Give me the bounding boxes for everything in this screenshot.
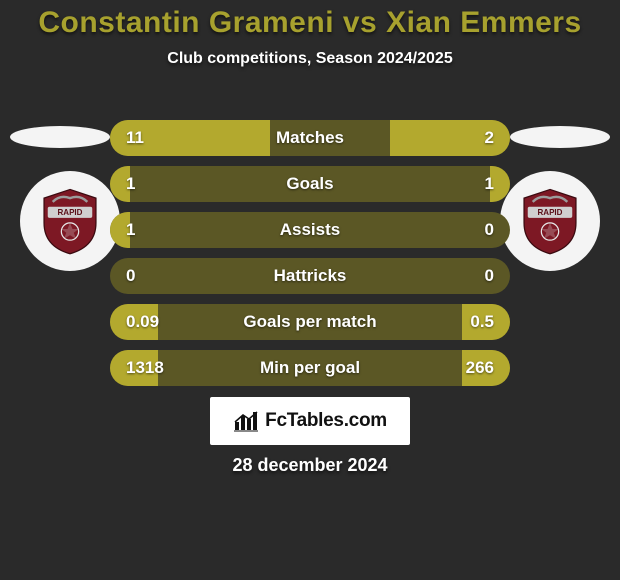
stat-bar-left-value: 1	[126, 174, 135, 194]
footer-date: 28 december 2024	[232, 455, 387, 476]
stat-bar-row: Min per goal 1318 266	[110, 350, 510, 386]
club-crest-icon: RAPID	[519, 187, 581, 255]
stat-bar-label: Matches	[276, 128, 344, 148]
stat-bar-right-value: 0.5	[470, 312, 494, 332]
stat-bar-row: Goals per match 0.09 0.5	[110, 304, 510, 340]
stat-bar-row: Matches 11 2	[110, 120, 510, 156]
player-left-crest: RAPID	[20, 171, 120, 271]
stat-bar-left-value: 0.09	[126, 312, 159, 332]
player-right-photo-placeholder	[510, 126, 610, 148]
stat-bar-row: Hattricks 0 0	[110, 258, 510, 294]
stat-bar-label: Min per goal	[260, 358, 360, 378]
player-right-crest: RAPID	[500, 171, 600, 271]
stat-bar-right-value: 2	[485, 128, 494, 148]
stat-bar-right-value: 0	[485, 220, 494, 240]
stat-bar-left-value: 11	[126, 128, 144, 148]
stat-bars: Matches112Goals11Assists10Hattricks00Goa…	[110, 120, 510, 396]
stat-bar-right-value: 266	[466, 358, 494, 378]
bars-chart-icon	[233, 410, 259, 432]
branding-text: FcTables.com	[265, 410, 387, 432]
svg-text:RAPID: RAPID	[538, 208, 563, 217]
stat-bar-row: Assists 1 0	[110, 212, 510, 248]
stat-bar-right-value: 1	[485, 174, 494, 194]
page-subtitle: Club competitions, Season 2024/2025	[0, 50, 620, 68]
stat-bar-left-value: 1	[126, 220, 135, 240]
stat-bar-left-value: 1318	[126, 358, 164, 378]
stat-bar-right-value: 0	[485, 266, 494, 286]
club-crest-icon: RAPID	[39, 187, 101, 255]
page-title: Constantin Grameni vs Xian Emmers	[0, 6, 620, 40]
svg-text:RAPID: RAPID	[58, 208, 83, 217]
stat-bar-left-value: 0	[126, 266, 135, 286]
stat-bar-label: Hattricks	[274, 266, 347, 286]
stat-bar-row: Goals 1 1	[110, 166, 510, 202]
stat-bar-label: Goals	[286, 174, 333, 194]
stat-bar-label: Assists	[280, 220, 340, 240]
branding-badge: FcTables.com	[210, 397, 410, 445]
player-left-photo-placeholder	[10, 126, 110, 148]
comparison-infographic: Constantin Grameni vs Xian Emmers Club c…	[0, 0, 620, 580]
stat-bar-label: Goals per match	[243, 312, 376, 332]
